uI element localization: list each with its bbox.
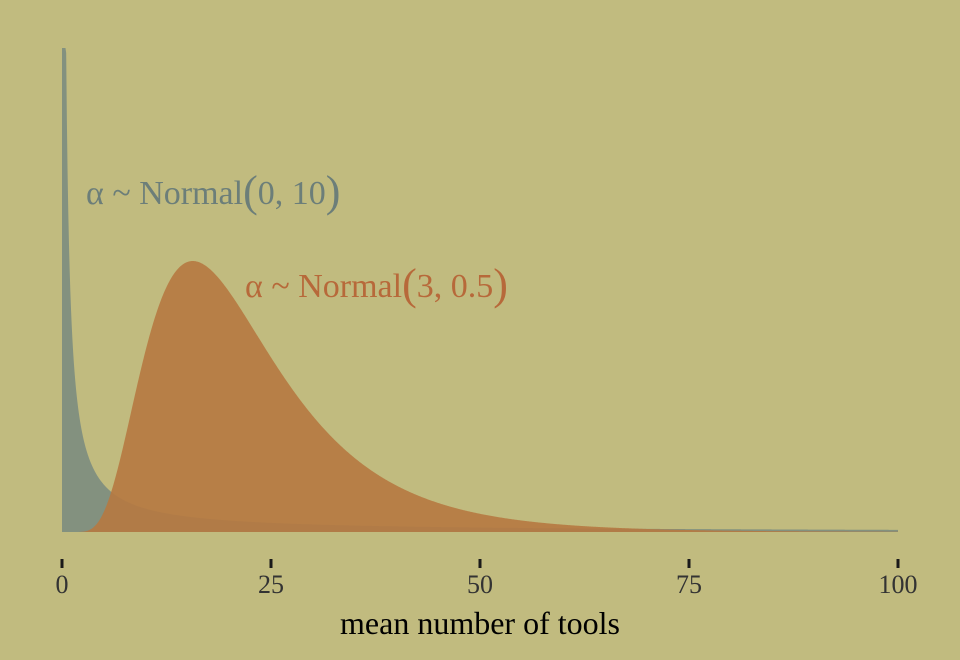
x-axis: 0 25 50 75 100 — [56, 559, 918, 599]
annotation-normal-0-10: α ~ Normal(0, 10) — [86, 167, 340, 216]
tilde-symbol: ~ — [271, 268, 289, 305]
left-paren: ( — [402, 260, 417, 309]
tilde-symbol: ~ — [112, 175, 130, 212]
alpha-symbol: α — [245, 268, 263, 305]
right-paren: ) — [493, 260, 508, 309]
left-paren: ( — [243, 167, 258, 216]
annotation-normal-3-0.5: α ~ Normal(3, 0.5) — [245, 260, 508, 309]
distribution-name: Normal — [298, 268, 402, 305]
alpha-symbol: α — [86, 175, 104, 212]
x-tick-label-100: 100 — [879, 570, 918, 599]
x-axis-title: mean number of tools — [340, 605, 620, 641]
distribution-name: Normal — [139, 175, 243, 212]
x-tick-label-0: 0 — [56, 570, 69, 599]
distribution-args: 0, 10 — [258, 175, 326, 212]
right-paren: ) — [326, 167, 341, 216]
density-areas — [62, 48, 898, 532]
x-tick-label-50: 50 — [467, 570, 493, 599]
x-tick-label-75: 75 — [676, 570, 702, 599]
density-area-3-0.5 — [62, 261, 898, 532]
x-tick-label-25: 25 — [258, 570, 284, 599]
distribution-args: 3, 0.5 — [417, 268, 494, 305]
